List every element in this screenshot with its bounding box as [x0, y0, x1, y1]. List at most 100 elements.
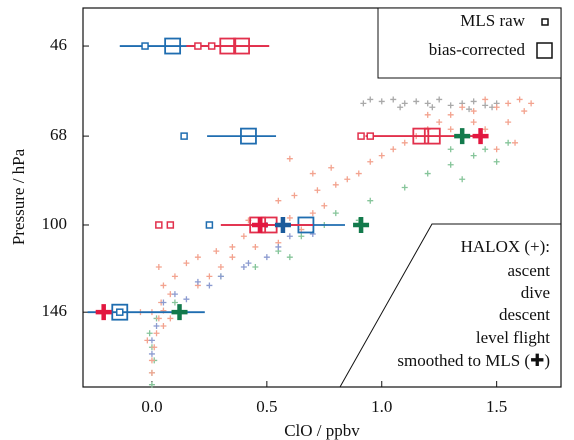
halox-point — [160, 282, 167, 289]
plot-frame — [82, 7, 562, 388]
smoothed-point — [454, 128, 471, 145]
mls-legend-box — [377, 7, 562, 79]
halox-point — [505, 100, 512, 107]
legend-symbol — [541, 18, 549, 26]
halox-point — [512, 139, 519, 146]
legend-label: level flight — [476, 328, 550, 347]
halox-point — [482, 96, 489, 103]
halox-point — [505, 139, 512, 146]
halox-point — [378, 98, 385, 105]
halox-point — [459, 104, 466, 111]
halox-point — [183, 296, 190, 303]
halox-point — [240, 263, 247, 270]
legend-title: HALOX (+): — [461, 237, 550, 256]
halox-point — [146, 330, 153, 337]
y-tick-label: 146 — [42, 301, 68, 320]
halox-point — [309, 210, 316, 217]
halox-point — [155, 315, 162, 322]
halox-point — [424, 170, 431, 177]
halox-legend-box — [339, 223, 561, 388]
halox-point — [321, 202, 328, 209]
halox-point — [528, 100, 535, 107]
mls-corrected — [164, 37, 182, 55]
halox-point — [252, 243, 259, 250]
halox-point — [229, 243, 236, 250]
halox-point — [360, 100, 367, 107]
halox-point — [151, 344, 158, 351]
halox-point — [493, 104, 500, 111]
halox-point — [217, 273, 224, 280]
halox-point — [183, 260, 190, 267]
y-axis-label: Pressure / hPa — [9, 148, 28, 245]
halox-point — [367, 158, 374, 165]
halox-point — [482, 126, 489, 133]
mls-raw — [166, 221, 175, 229]
halox-point — [470, 152, 477, 159]
halox-point — [447, 161, 454, 168]
halox-point — [160, 322, 167, 329]
halox-point — [332, 210, 339, 217]
legend-label: descent — [499, 305, 550, 324]
halox-point — [206, 282, 213, 289]
mls-raw — [141, 42, 149, 50]
halox-point — [286, 214, 293, 221]
halox-point — [240, 233, 247, 240]
mls-raw — [357, 132, 365, 140]
halox-point — [470, 108, 477, 115]
mls-corrected — [219, 37, 237, 55]
halox-point — [252, 263, 259, 270]
halox-point — [286, 233, 293, 240]
halox-point — [275, 197, 282, 204]
halox-point — [263, 254, 270, 261]
halox-point — [155, 263, 162, 270]
halox-point — [470, 98, 477, 105]
mls-corrected — [111, 303, 129, 321]
halox-point — [516, 96, 523, 103]
halox-point — [401, 100, 408, 107]
halox-point — [171, 291, 178, 298]
x-tick-label: 0.5 — [256, 397, 277, 416]
halox-point — [424, 111, 431, 118]
halox-point — [493, 158, 500, 165]
halox-point — [194, 254, 201, 261]
halox-point — [459, 176, 466, 183]
legend-label: dive — [521, 283, 550, 302]
smoothed-point — [251, 216, 268, 233]
mls-raw — [116, 308, 124, 316]
halox-point — [447, 111, 454, 118]
smoothed-point — [472, 128, 489, 145]
halox-point — [286, 155, 293, 162]
y-tick-label: 100 — [42, 214, 68, 233]
halox-point — [171, 273, 178, 280]
halox-point — [167, 315, 174, 322]
halox-point — [298, 226, 305, 233]
halox-point — [153, 322, 160, 329]
mls-raw — [180, 132, 188, 140]
legend-symbol — [536, 42, 553, 59]
y-tick-label: 46 — [50, 35, 67, 54]
halox-point — [390, 96, 397, 103]
halox-point — [160, 299, 167, 306]
halox-point — [245, 260, 252, 267]
mls-raw — [366, 132, 375, 140]
halox-point — [401, 184, 408, 191]
halox-point — [298, 233, 305, 240]
halox-point — [429, 104, 436, 111]
mls-corrected — [240, 127, 257, 145]
halox-point — [413, 98, 420, 105]
legend-label: ascent — [508, 261, 551, 280]
smoothed-point — [171, 304, 188, 321]
y-tick-label: 68 — [50, 125, 67, 144]
smoothed-point — [95, 304, 112, 321]
halox-point — [401, 139, 408, 146]
halox-point — [153, 330, 160, 337]
halox-point — [291, 192, 298, 199]
halox-point — [521, 108, 528, 115]
smoothed-point — [353, 216, 370, 233]
halox-point — [148, 337, 155, 344]
halox-point — [332, 181, 339, 188]
x-axis-label: ClO / ppbv — [284, 421, 360, 440]
halox-point — [466, 106, 473, 113]
